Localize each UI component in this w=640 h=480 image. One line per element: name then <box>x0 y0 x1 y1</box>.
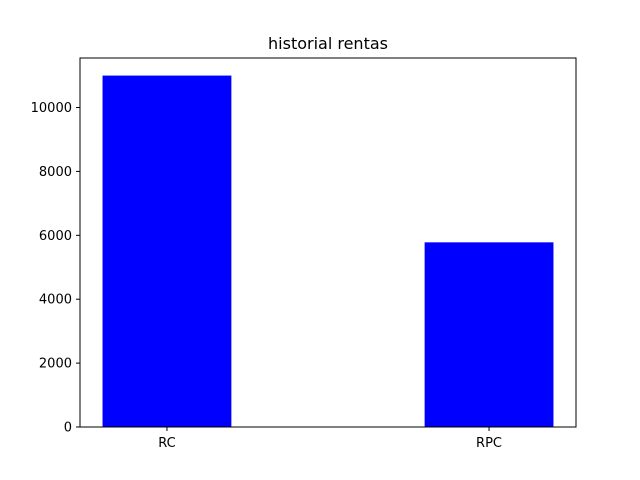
y-tick-label: 6000 <box>39 229 72 244</box>
bars-layer <box>102 75 554 428</box>
y-tick-label: 8000 <box>39 165 72 180</box>
x-axis: RC RPC <box>158 427 502 451</box>
y-tick-label: 2000 <box>39 357 72 372</box>
plot-frame <box>79 57 577 428</box>
y-axis: 0 2000 4000 6000 8000 10000 <box>31 101 80 436</box>
bar-rpc <box>424 242 554 427</box>
y-tick-label: 0 <box>64 421 72 436</box>
x-tick-label: RC <box>158 436 175 451</box>
y-tick-label: 4000 <box>39 293 72 308</box>
bar-rc <box>102 75 232 428</box>
y-tick-label: 10000 <box>31 101 72 116</box>
chart-title: historial rentas <box>268 34 388 53</box>
x-tick-label: RPC <box>476 436 502 451</box>
